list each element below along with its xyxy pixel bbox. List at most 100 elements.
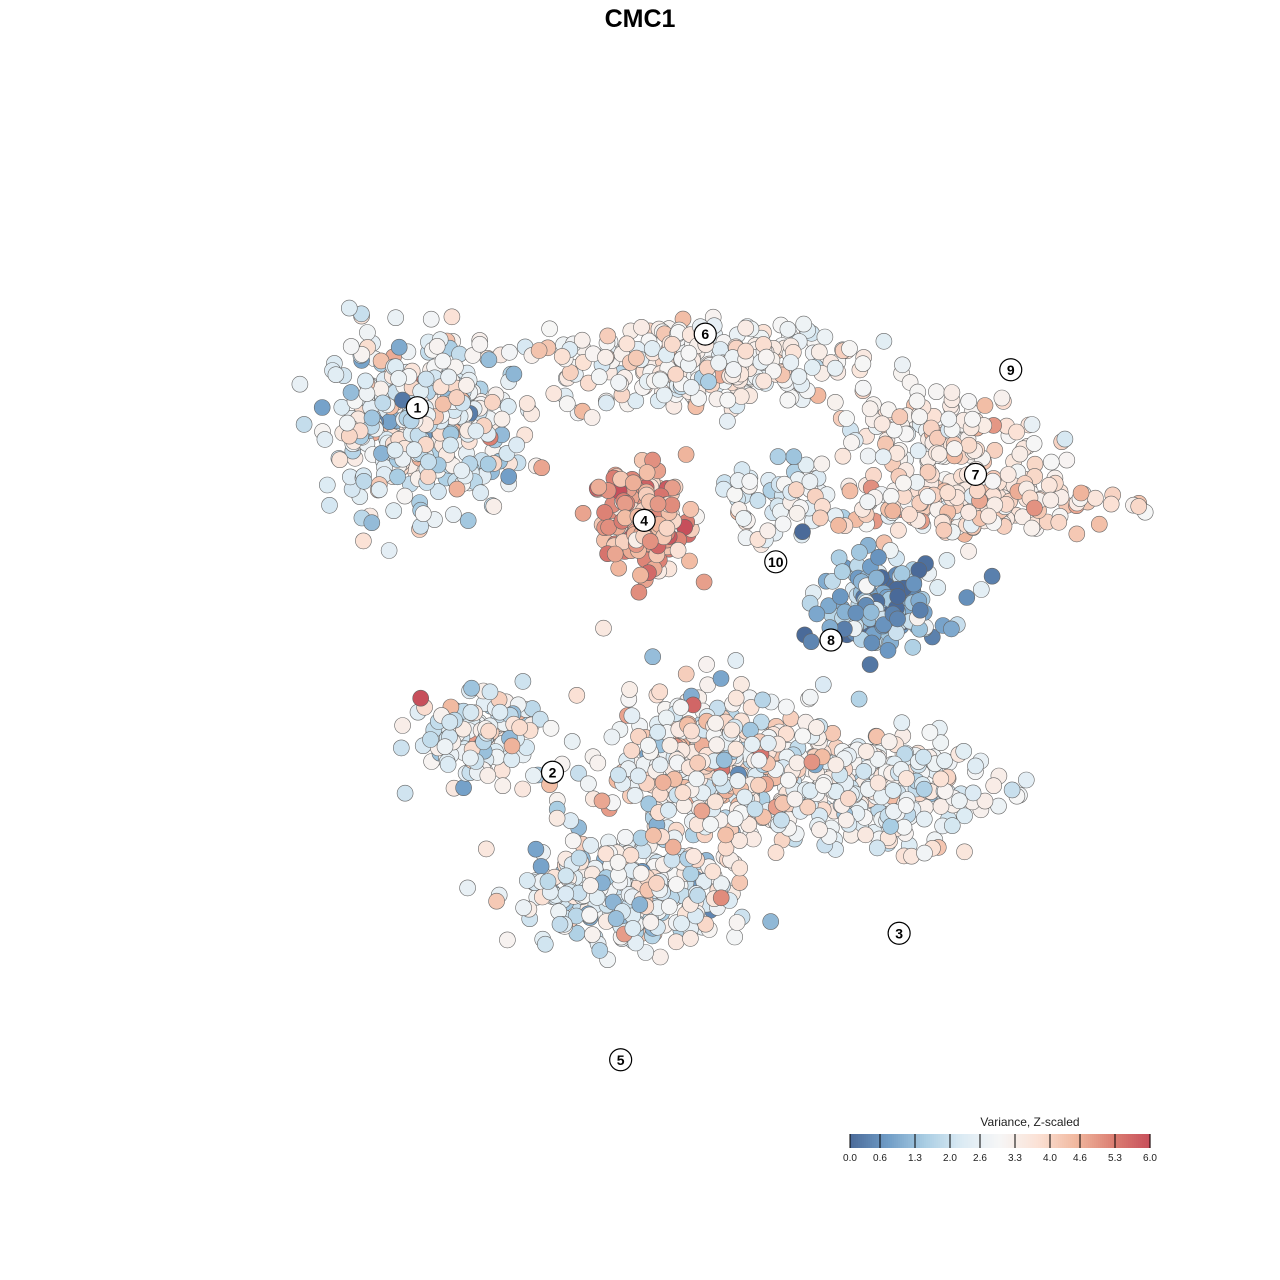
cell-point: [461, 749, 479, 767]
cell-point: [645, 827, 662, 844]
legend-tick-label: 3.3: [1008, 1153, 1022, 1164]
legend-color-step: [1104, 1134, 1107, 1148]
cell-point: [814, 676, 832, 693]
legend-color-step: [956, 1134, 959, 1148]
cell-point: [545, 385, 563, 402]
cell-point: [908, 392, 926, 410]
cell-point: [891, 408, 909, 426]
cell-point: [779, 391, 797, 409]
cell-point: [570, 764, 587, 782]
cell-point: [943, 384, 961, 401]
cell-point: [459, 512, 477, 529]
cell-point: [681, 552, 698, 570]
legend-tick-label: 0.6: [873, 1153, 887, 1164]
cell-point: [428, 337, 446, 355]
cell-point: [956, 807, 973, 825]
legend-color-step: [1078, 1134, 1081, 1148]
legend-color-step: [962, 1134, 965, 1148]
legend-color-step: [996, 1134, 999, 1148]
cell-point: [630, 583, 648, 601]
cell-point: [719, 391, 737, 409]
cluster-label-text: 3: [895, 925, 903, 941]
cell-point: [668, 876, 685, 893]
cluster-label-5: 5: [609, 1048, 633, 1072]
cell-point: [830, 516, 847, 534]
legend-color-step: [1126, 1134, 1129, 1148]
cell-point: [960, 436, 978, 454]
cell-point: [788, 504, 806, 522]
cell-point: [623, 742, 641, 759]
cell-point: [976, 792, 994, 810]
cell-point: [737, 319, 755, 337]
cluster-label-badge: [999, 358, 1023, 382]
cell-point: [841, 482, 859, 500]
cell-point: [702, 816, 719, 833]
cell-point: [664, 838, 682, 856]
cell-point: [744, 830, 762, 848]
legend-color-step: [852, 1134, 855, 1148]
cell-point: [386, 441, 404, 459]
cluster-label-badge: [764, 550, 788, 574]
cell-point: [854, 355, 872, 373]
cell-point: [731, 874, 749, 891]
cell-point: [363, 514, 381, 532]
cell-point: [710, 354, 728, 372]
cell-point: [443, 308, 461, 326]
legend-color-step: [1056, 1134, 1059, 1148]
legend-color-step: [1034, 1134, 1037, 1148]
cell-point: [434, 395, 452, 413]
cell-point: [573, 331, 591, 349]
cell-point: [455, 779, 472, 797]
cell-point: [527, 840, 545, 858]
legend-color-step: [890, 1134, 893, 1148]
cell-point: [725, 361, 742, 378]
cluster-label-3: 3: [887, 921, 911, 945]
cell-point: [441, 713, 459, 731]
legend-ticks: 0.0 0.6 1.3 2.0 2.6 3.3 4.0 4.6 5.3 6.0: [843, 1134, 1157, 1164]
cell-point: [551, 915, 569, 933]
legend-tick-label: 4.6: [1073, 1153, 1087, 1164]
cluster-label-text: 10: [768, 554, 784, 570]
legend-tick-label: 1.3: [908, 1153, 922, 1164]
cell-point: [943, 817, 961, 834]
cell-point: [708, 736, 726, 754]
cell-point: [624, 920, 642, 937]
legend-color-step: [984, 1134, 987, 1148]
cell-point: [589, 754, 607, 772]
cell-point: [603, 728, 621, 746]
cluster-label-text: 4: [640, 512, 648, 528]
legend-tick-label: 0.0: [843, 1153, 857, 1164]
cell-point: [689, 754, 707, 772]
cell-point: [518, 395, 536, 412]
cell-point: [774, 515, 792, 533]
legend-color-step: [1124, 1134, 1127, 1148]
cluster-label-badge: [632, 508, 656, 533]
cell-point: [677, 665, 695, 683]
legend-color-step: [918, 1134, 921, 1148]
cell-point: [780, 771, 797, 789]
cluster-label-8: 8: [819, 628, 843, 652]
legend-color-step: [910, 1134, 913, 1148]
cell-point: [901, 506, 918, 523]
cell-point: [830, 549, 848, 567]
cell-point: [854, 379, 872, 397]
cell-point: [754, 691, 771, 709]
cell-point: [743, 735, 761, 753]
cell-point: [631, 896, 649, 913]
cell-point: [936, 752, 953, 770]
cell-point: [728, 914, 746, 931]
cell-point: [574, 504, 592, 522]
cell-point: [685, 847, 702, 865]
cell-point: [462, 704, 480, 721]
cell-point: [861, 400, 879, 418]
legend-color-step: [1086, 1134, 1089, 1148]
legend-color-step: [1000, 1134, 1003, 1148]
legend-color-step: [982, 1134, 985, 1148]
cell-point: [980, 507, 997, 525]
legend-color-step: [1080, 1134, 1083, 1148]
cell-point: [786, 790, 804, 808]
legend-color-step: [862, 1134, 865, 1148]
legend-color-step: [1102, 1134, 1105, 1148]
cell-point: [746, 800, 764, 818]
cell-point: [804, 359, 821, 376]
